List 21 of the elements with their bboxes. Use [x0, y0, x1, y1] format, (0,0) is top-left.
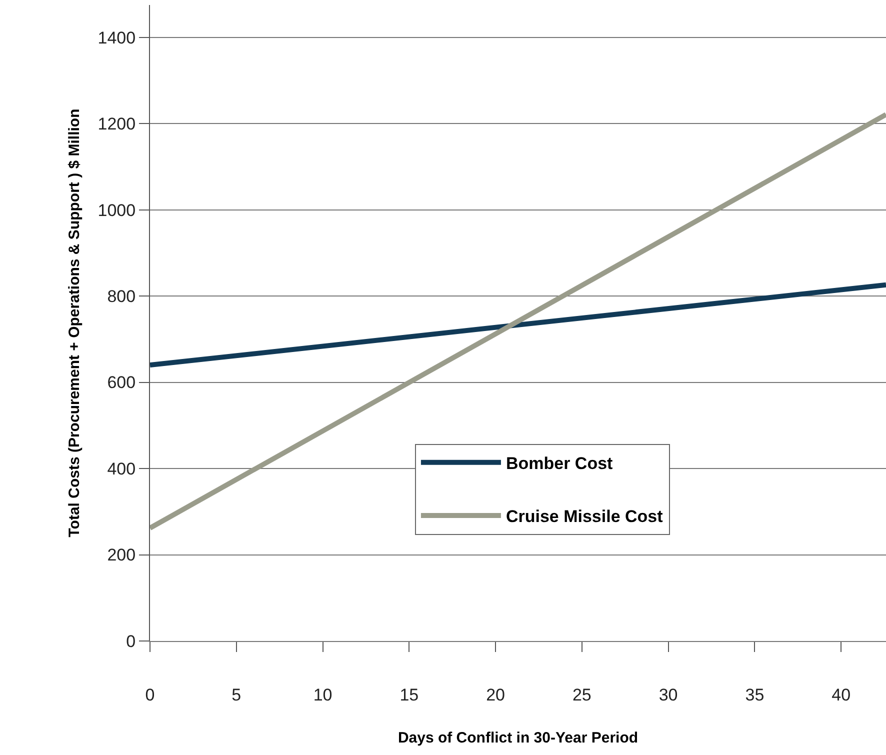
x-tick-label: 15 [400, 685, 419, 704]
y-axis-title: Total Costs (Procurement + Operations & Support ) $ Million [66, 108, 84, 538]
y-tick-label: 1400 [98, 28, 136, 48]
x-tick-label: 30 [658, 685, 678, 704]
x-axis-title: Days of Conflict in 30-Year Period [398, 729, 638, 746]
x-tick-label: 20 [486, 685, 505, 704]
y-tick-label: 800 [107, 287, 136, 306]
y-tick-label: 1200 [98, 114, 136, 134]
legend-label: Cruise Missile Cost [506, 507, 664, 526]
x-tick-label: 35 [745, 685, 764, 704]
y-tick-label: 1000 [98, 200, 136, 220]
x-tick-label: 40 [832, 685, 851, 704]
x-tick-label: 5 [232, 685, 242, 704]
y-tick-label: 0 [126, 632, 136, 651]
x-tick-label: 10 [313, 685, 332, 704]
x-tick-label: 25 [572, 685, 592, 704]
y-tick-label: 600 [107, 373, 136, 392]
y-tick-label: 400 [107, 459, 136, 478]
legend-label: Bomber Cost [506, 454, 614, 474]
x-tick-label: 0 [145, 685, 155, 704]
y-tick-label: 200 [107, 546, 136, 565]
